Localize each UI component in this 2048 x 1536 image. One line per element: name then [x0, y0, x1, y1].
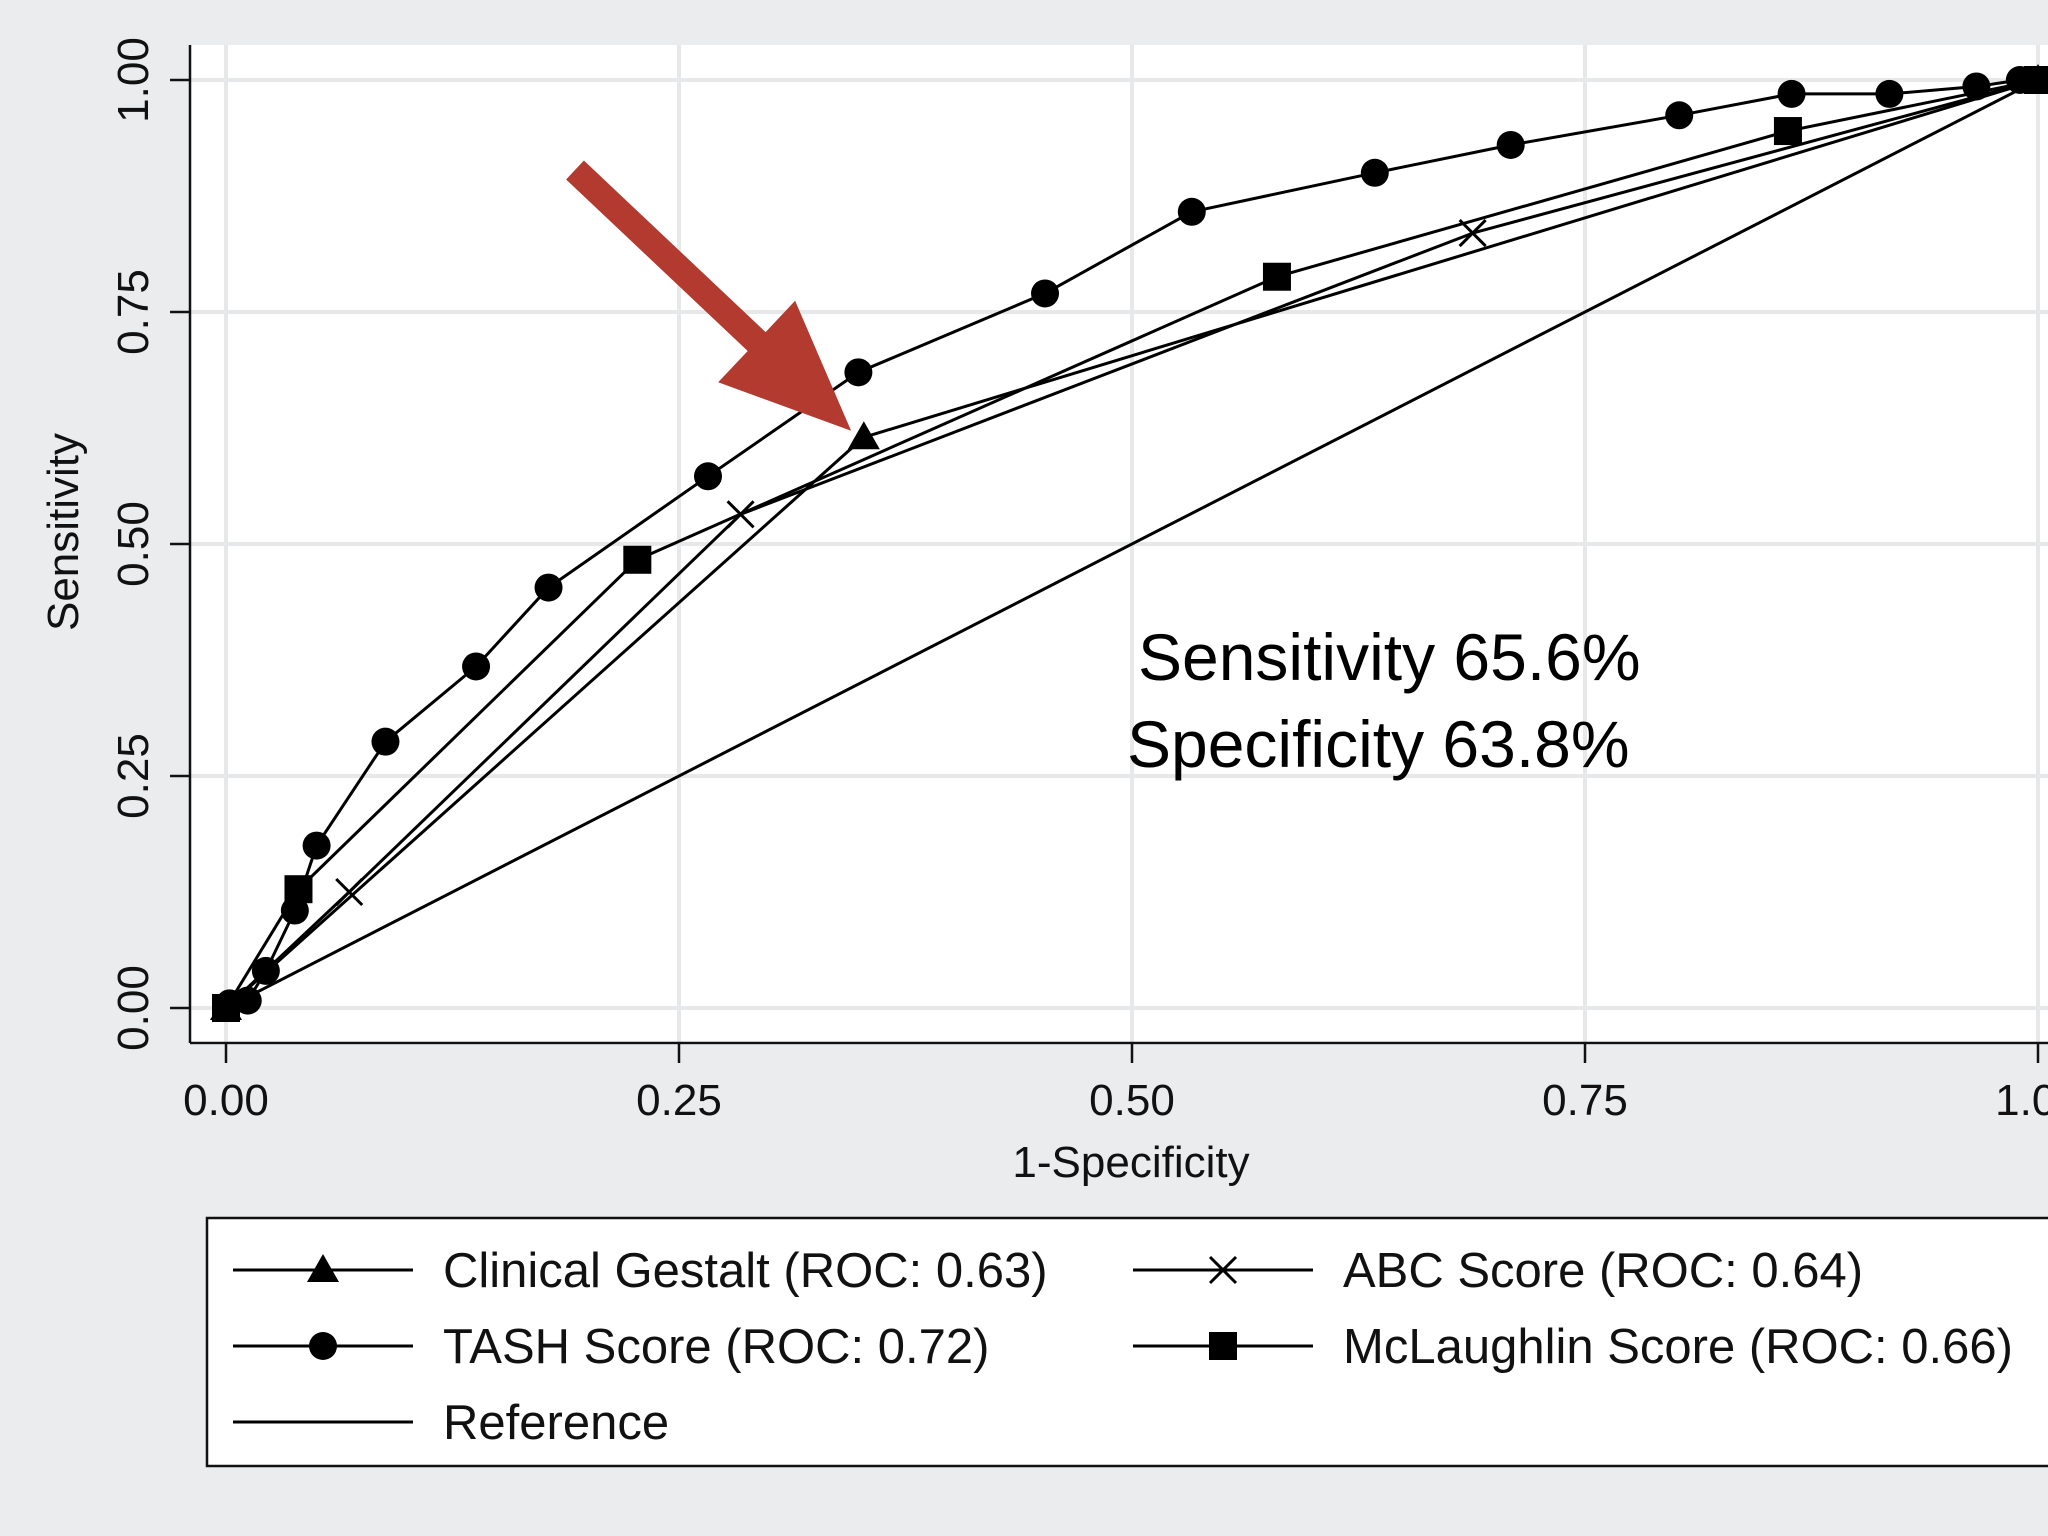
- y-axis-title: Sensitivity: [39, 433, 88, 631]
- legend-item-0: Clinical Gestalt (ROC: 0.63): [233, 1244, 1048, 1298]
- series-line-4: [225, 78, 2039, 1010]
- series-2-point-14: [1496, 130, 1525, 159]
- legend-item-3: McLaughlin Score (ROC: 0.66): [1133, 1320, 2013, 1374]
- series-2-point-12: [1177, 197, 1206, 226]
- x-tick-label-2: 0.50: [1089, 1076, 1175, 1125]
- y-tick-label-0: 0.00: [109, 965, 158, 1051]
- series-2-point-8: [534, 573, 563, 602]
- arrow-shape: [566, 160, 852, 431]
- x-tick-label-1: 0.25: [636, 1076, 722, 1125]
- series-3-point-4: [1773, 117, 1802, 146]
- annotation-specificity: Specificity 63.8%: [1127, 707, 1630, 781]
- series-3-point-2: [623, 545, 652, 574]
- legend-item-1: ABC Score (ROC: 0.64): [1133, 1244, 1863, 1298]
- series-2-point-11: [1031, 279, 1060, 308]
- y-tick-label-3: 0.75: [109, 269, 158, 355]
- series-2-point-7: [462, 652, 491, 681]
- x-tick-label-3: 0.75: [1542, 1076, 1628, 1125]
- series-2-point-6: [371, 727, 400, 756]
- series-2-point-5: [302, 831, 331, 860]
- axes: 0.00 0.25 0.50 0.75 1.00 0.00 0.25 0.50 0.75 1.00: [109, 37, 2048, 1125]
- series-3-point-5: [2024, 66, 2048, 94]
- legend-marker-1: [1208, 1255, 1238, 1285]
- series-2-point-10: [844, 358, 873, 387]
- y-tick-label-4: 1.00: [109, 37, 158, 123]
- series-2-point-16: [1777, 79, 1806, 108]
- series-markers: [210, 64, 2048, 1023]
- series-2-point-17: [1875, 79, 1904, 108]
- series-3-point-3: [1262, 262, 1291, 291]
- legend-box: [205, 1216, 2048, 1468]
- series-2-point-9: [693, 462, 722, 491]
- annotation-sensitivity: Sensitivity 65.6%: [1138, 620, 1641, 694]
- legend-label-3: McLaughlin Score (ROC: 0.66): [1343, 1320, 2013, 1374]
- legend-marker-3: [1209, 1332, 1237, 1360]
- legend-label-1: ABC Score (ROC: 0.64): [1343, 1244, 1863, 1298]
- legend-marker-2: [309, 1332, 337, 1360]
- series-2-point-4: [280, 896, 309, 925]
- x-tick-label-4: 1.00: [1995, 1076, 2048, 1125]
- series-2-point-15: [1665, 101, 1694, 130]
- series-2-point-18: [1962, 72, 1991, 101]
- legend-item-2: TASH Score (ROC: 0.72): [233, 1320, 989, 1374]
- series-1-point-1: [335, 877, 364, 907]
- series-1-point-3: [1458, 219, 1487, 248]
- series-1-point-2: [726, 500, 755, 529]
- legend-item-4: Reference: [233, 1396, 669, 1450]
- series-2-point-2: [233, 986, 262, 1015]
- series-3-point-0: [212, 994, 240, 1022]
- y-tick-label-1: 0.25: [109, 733, 158, 819]
- x-tick-label-0: 0.00: [183, 1076, 269, 1125]
- legend: Clinical Gestalt (ROC: 0.63) ABC Score (R…: [205, 1216, 2048, 1468]
- y-tick-label-2: 0.50: [109, 501, 158, 587]
- annotation-arrow: [566, 160, 852, 431]
- x-axis-title: 1-Specificity: [1012, 1138, 1249, 1187]
- legend-label-0: Clinical Gestalt (ROC: 0.63): [443, 1244, 1048, 1298]
- series-0-point-1: [847, 421, 880, 450]
- series-2-point-13: [1360, 158, 1389, 187]
- series-2-point-3: [251, 956, 280, 985]
- legend-marker-0: [307, 1254, 339, 1282]
- legend-label-4: Reference: [443, 1396, 669, 1450]
- legend-label-2: TASH Score (ROC: 0.72): [443, 1320, 989, 1374]
- series-3-point-1: [284, 875, 313, 904]
